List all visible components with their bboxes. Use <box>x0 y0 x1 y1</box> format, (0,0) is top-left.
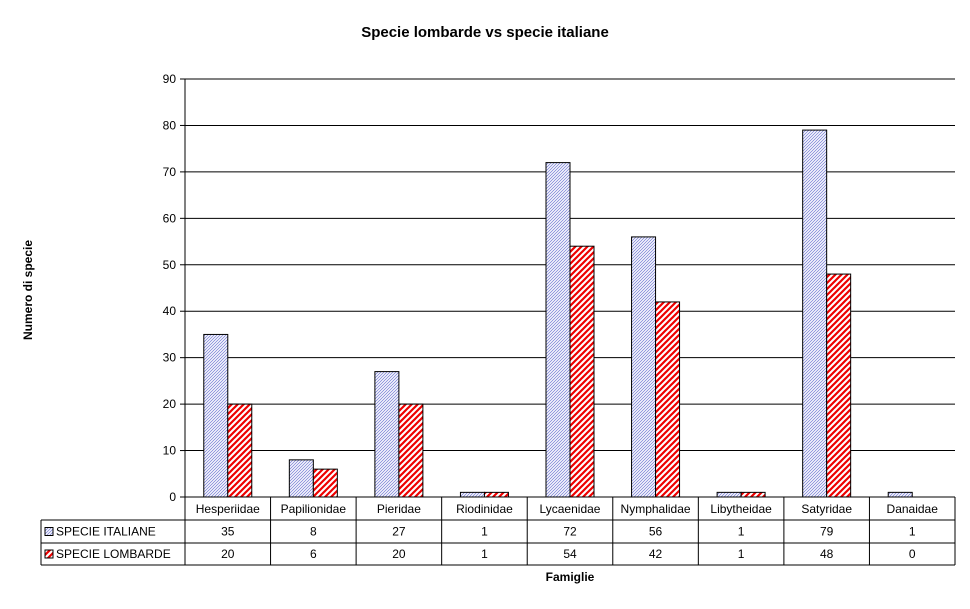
chart-title: Specie lombarde vs specie italiane <box>361 24 609 41</box>
bar <box>826 273 852 498</box>
data-label: 6 <box>310 547 317 561</box>
y-tick-label: 0 <box>169 490 176 504</box>
y-tick-label: 80 <box>163 118 177 132</box>
data-label: 1 <box>909 525 916 539</box>
y-tick-label: 10 <box>163 444 177 458</box>
data-label: 1 <box>481 525 488 539</box>
legend-key <box>44 527 54 536</box>
bar <box>740 491 766 498</box>
data-label: 20 <box>221 547 235 561</box>
data-label: 42 <box>649 547 663 561</box>
category-label: Nymphalidae <box>621 502 691 516</box>
bar <box>312 468 338 498</box>
y-tick-label: 60 <box>163 211 177 225</box>
category-label: Lycaenidae <box>540 502 601 516</box>
data-label: 27 <box>392 525 406 539</box>
bar <box>631 236 657 498</box>
bar <box>227 403 253 498</box>
y-axis: 0 10 20 30 40 50 60 70 80 90 <box>163 72 186 504</box>
bar <box>203 333 229 498</box>
category-label: Danaidae <box>887 502 939 516</box>
legend-label: SPECIE LOMBARDE <box>56 547 171 561</box>
category-label: Pieridae <box>377 502 421 516</box>
data-label: 56 <box>649 525 663 539</box>
legend-key <box>44 549 54 559</box>
data-label: 1 <box>738 547 745 561</box>
data-label: 48 <box>820 547 834 561</box>
data-label: 35 <box>221 525 235 539</box>
bar <box>398 403 424 498</box>
data-label: 1 <box>738 525 745 539</box>
bar <box>716 491 742 498</box>
bar <box>374 371 400 498</box>
category-label: Papilionidae <box>281 502 347 516</box>
category-label: Riodinidae <box>456 502 513 516</box>
bar <box>655 301 681 498</box>
bar <box>569 245 595 498</box>
data-table: Hesperiidae Papilionidae Pieridae Riodinida… <box>40 496 956 566</box>
bars <box>203 129 913 498</box>
legend-label: SPECIE ITALIANE <box>56 525 156 539</box>
y-tick-label: 50 <box>163 258 177 272</box>
data-label: 8 <box>310 525 317 539</box>
y-tick-label: 40 <box>163 304 177 318</box>
category-label: Libytheidae <box>710 502 772 516</box>
data-label: 1 <box>481 547 488 561</box>
category-label: Hesperiidae <box>196 502 260 516</box>
data-label: 79 <box>820 525 834 539</box>
bar <box>459 491 485 498</box>
y-tick-label: 20 <box>163 397 177 411</box>
x-axis-label: Famiglie <box>546 570 595 584</box>
data-label: 0 <box>909 547 916 561</box>
y-tick-label: 70 <box>163 165 177 179</box>
data-label: 54 <box>563 547 577 561</box>
y-tick-label: 30 <box>163 351 177 365</box>
bar <box>483 491 509 498</box>
bar <box>802 129 828 498</box>
data-label: 72 <box>563 525 577 539</box>
y-tick-label: 90 <box>163 72 177 86</box>
data-label: 20 <box>392 547 406 561</box>
bar <box>887 491 913 498</box>
category-label: Satyridae <box>801 502 852 516</box>
bar <box>288 459 314 498</box>
y-axis-label: Numero di specie <box>21 240 35 340</box>
bar <box>545 162 571 498</box>
